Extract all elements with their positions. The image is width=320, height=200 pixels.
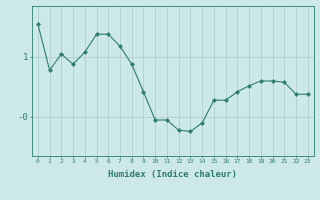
X-axis label: Humidex (Indice chaleur): Humidex (Indice chaleur) <box>108 170 237 179</box>
